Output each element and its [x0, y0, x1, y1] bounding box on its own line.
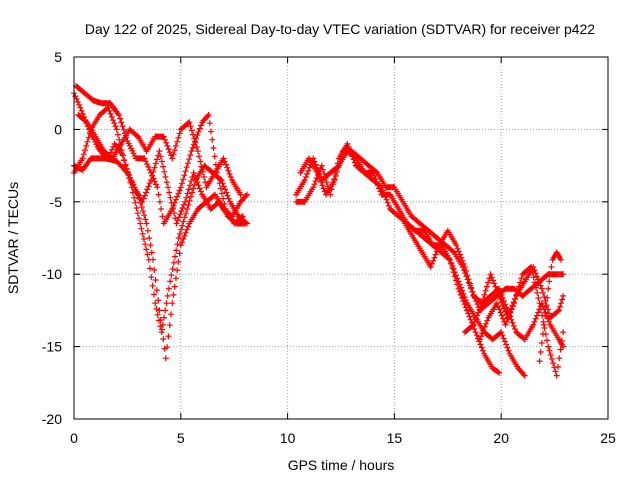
series-track-5 [71, 104, 248, 227]
data-point-markers [75, 111, 244, 198]
data-point-markers [297, 148, 567, 314]
x-tick-label: 5 [177, 430, 185, 446]
x-tick-label: 20 [493, 430, 509, 446]
x-tick-label: 25 [600, 430, 616, 446]
series-track-11 [476, 264, 567, 379]
series-track-2 [71, 140, 250, 336]
plot-frame [73, 56, 609, 420]
y-tick-label: -20 [42, 411, 62, 427]
data-series [71, 83, 567, 379]
data-point-markers [73, 83, 246, 227]
series-track-8 [297, 148, 567, 314]
series-track-3 [73, 83, 246, 227]
data-point-markers [476, 264, 567, 379]
y-tick-label: 0 [54, 121, 62, 137]
data-point-markers [71, 104, 248, 227]
x-axis-label: GPS time / hours [288, 457, 395, 473]
x-tick-label: 15 [387, 430, 403, 446]
y-axis-label: SDTVAR / TECUs [5, 182, 21, 294]
data-point-markers [71, 140, 250, 336]
axis-ticks: 0 5 10 15 20 25 5 0 -5 -10 -15 -20 [42, 49, 616, 446]
x-tick-label: 0 [70, 430, 78, 446]
data-point-markers [536, 249, 564, 365]
y-tick-label: -5 [50, 194, 63, 210]
y-tick-label: 5 [54, 49, 62, 65]
y-tick-label: -10 [42, 266, 62, 282]
y-tick-label: -15 [42, 339, 62, 355]
grid [74, 57, 608, 419]
chart-title: Day 122 of 2025, Sidereal Day-to-day VTE… [85, 21, 595, 37]
x-tick-label: 10 [280, 430, 296, 446]
series-track-12 [536, 249, 564, 365]
series-track-4 [75, 111, 244, 198]
